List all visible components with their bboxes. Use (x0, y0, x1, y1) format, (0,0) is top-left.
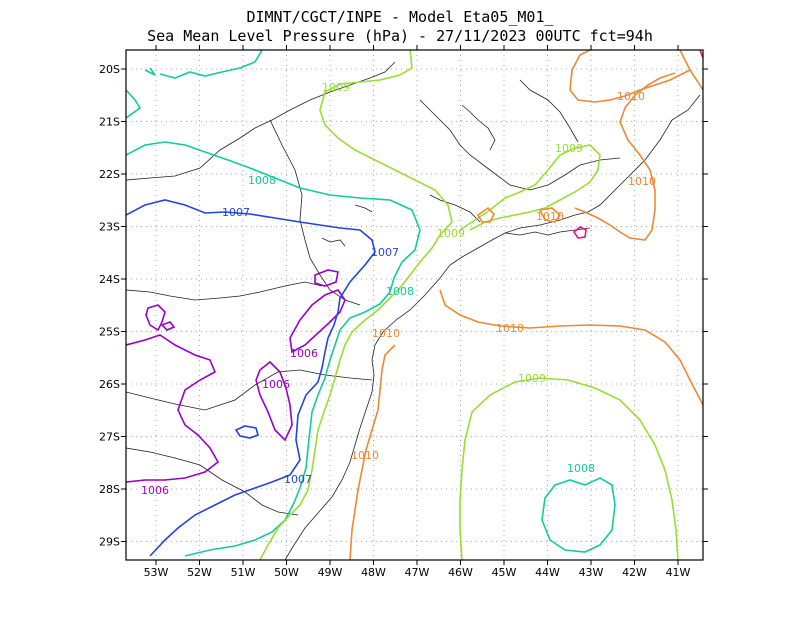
contour-labels: 1006 1006 1006 1007 1007 1007 1008 1008 … (141, 81, 656, 497)
label-1007-a: 1007 (222, 206, 250, 219)
state-border-7 (519, 79, 579, 143)
title-line-1: DIMNT/CGCT/INPE - Model Eta05_M01_ (246, 8, 554, 26)
label-1010-b: 1010 (628, 175, 656, 188)
lon-tick-label: 47W (405, 566, 430, 579)
state-border-2 (269, 119, 361, 306)
label-1006-b: 1006 (262, 378, 290, 391)
coast-detail-3 (354, 204, 373, 213)
label-1006-c: 1006 (141, 484, 169, 497)
label-1010-c: 1010 (536, 210, 564, 223)
label-1009-d: 1009 (518, 372, 546, 385)
lon-tick-label: 46W (448, 566, 473, 579)
coastline-and-borders (126, 61, 701, 560)
axis-ticks (121, 45, 708, 565)
label-1006-a: 1006 (290, 347, 318, 360)
title-line-2: Sea Mean Level Pressure (hPa) - 27/11/20… (147, 27, 653, 45)
lon-tick-label: 45W (492, 566, 517, 579)
label-1008-b: 1008 (386, 285, 414, 298)
lat-tick-label: 20S (99, 63, 120, 76)
lon-tick-label: 50W (274, 566, 299, 579)
coastline (284, 94, 701, 560)
lon-tick-label: 41W (666, 566, 691, 579)
isobar-1006 (126, 269, 346, 483)
river-1 (429, 194, 481, 223)
lat-tick-label: 22S (99, 168, 120, 181)
lon-tick-label: 51W (231, 566, 256, 579)
isobar-1009 (259, 50, 679, 560)
label-1010-d: 1010 (372, 327, 400, 340)
isobar-1011 (572, 50, 703, 239)
label-1007-c: 1007 (284, 473, 312, 486)
lat-lon-grid (126, 50, 703, 560)
lon-tick-label: 43W (579, 566, 604, 579)
state-border-6 (419, 99, 621, 191)
lat-tick-label: 21S (99, 116, 120, 129)
label-1008-a: 1008 (248, 174, 276, 187)
lat-tick-label: 29S (99, 536, 120, 549)
label-1010-f: 1010 (351, 449, 379, 462)
lat-tick-label: 26S (99, 378, 120, 391)
lat-tick-label: 25S (99, 326, 120, 339)
lagoon (461, 104, 496, 151)
lon-tick-label: 52W (187, 566, 212, 579)
lat-tick-label: 23S (99, 221, 120, 234)
latitude-labels: 20S 21S 22S 23S 24S 25S 26S 27S 28S 29S (99, 63, 120, 549)
isobar-1010 (349, 50, 703, 560)
lat-tick-label: 27S (99, 431, 120, 444)
lon-tick-label: 49W (318, 566, 343, 579)
label-1009-b: 1009 (555, 142, 583, 155)
lon-tick-label: 53W (144, 566, 169, 579)
coast-detail-2 (321, 237, 346, 247)
map-frame (125, 49, 704, 561)
label-1008-c: 1008 (567, 462, 595, 475)
label-1010-e: 1010 (496, 322, 524, 335)
label-1010-a: 1010 (617, 90, 645, 103)
state-border-3 (126, 281, 323, 301)
label-1007-b: 1007 (371, 246, 399, 259)
label-1009-c: 1009 (437, 227, 465, 240)
lon-tick-label: 44W (535, 566, 560, 579)
state-border-5 (126, 447, 299, 516)
coast-detail-1 (504, 227, 591, 236)
longitude-labels: 53W 52W 51W 50W 49W 48W 47W 46W 45W 44W 43W 42W 41W (144, 566, 691, 579)
state-border-4 (126, 369, 373, 411)
isobar-1008 (126, 50, 616, 557)
isobar-1007 (126, 199, 376, 557)
lon-tick-label: 42W (622, 566, 647, 579)
lat-tick-label: 24S (99, 273, 120, 286)
lat-tick-label: 28S (99, 483, 120, 496)
state-border-1 (126, 61, 396, 181)
label-1009-a: 1009 (322, 81, 350, 94)
lon-tick-label: 48W (361, 566, 386, 579)
